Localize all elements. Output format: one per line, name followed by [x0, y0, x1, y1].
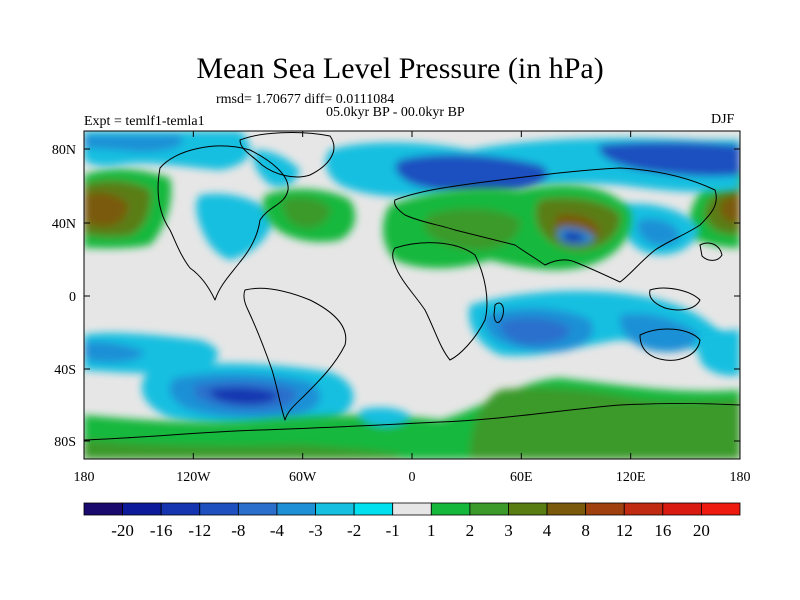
colorbar-swatch — [585, 502, 625, 516]
lat-tick-label: 0 — [69, 290, 76, 305]
lon-tick-label: 120E — [616, 470, 646, 485]
colorbar-label: -8 — [231, 521, 245, 540]
lon-tick-label: 60E — [510, 470, 533, 485]
lat-tick-label: 80N — [52, 143, 76, 158]
indian-ocean-lows — [468, 290, 730, 357]
map-title: Mean Sea Level Pressure (in hPa) — [196, 52, 604, 85]
anomaly-field — [84, 131, 740, 459]
lon-tick-label: 180 — [74, 470, 95, 485]
experiment-label: Expt = temlf1-temla1 — [84, 114, 205, 129]
colorbar-swatch — [160, 502, 201, 516]
colorbar-label: -3 — [308, 521, 322, 540]
colorbar-swatch — [276, 502, 316, 516]
colorbar-swatch — [353, 502, 394, 516]
colorbar: -20 -16 -12 -8 -4 -3 -2 -1 1 2 3 4 8 12 16 20 — [83, 502, 741, 540]
colorbar-label: 4 — [543, 521, 552, 540]
colorbar-label: 8 — [581, 521, 590, 540]
colorbar-label: -16 — [150, 521, 173, 540]
lon-tick-label: 180 — [730, 470, 751, 485]
colorbar-swatch — [199, 502, 239, 516]
colorbar-swatch — [546, 502, 587, 516]
colorbar-swatch — [122, 502, 162, 516]
colorbar-swatch — [237, 502, 278, 516]
colorbar-label: 1 — [427, 521, 436, 540]
colorbar-swatch — [315, 502, 355, 516]
lon-tick-label: 120W — [176, 470, 211, 485]
colorbar-label: 12 — [616, 521, 633, 540]
colorbar-swatch — [701, 502, 741, 516]
colorbar-label: 2 — [466, 521, 475, 540]
period-text: 05.0kyr BP - 00.0kyr BP — [326, 105, 465, 120]
lon-tick-label: 0 — [409, 470, 416, 485]
colorbar-label: 20 — [693, 521, 710, 540]
colorbar-swatch — [623, 502, 664, 516]
colorbar-label: 16 — [654, 521, 671, 540]
colorbar-swatch — [662, 502, 702, 516]
latitude-axis: 80N 40N 0 40S 80S — [52, 143, 740, 450]
longitude-axis: 180 120W 60W 0 60E 120E 180 — [74, 131, 751, 485]
coastlines — [84, 132, 740, 441]
colorbar-label: 3 — [504, 521, 513, 540]
northern-lows — [84, 131, 740, 260]
stats-text: rmsd= 1.70677 diff= 0.0111084 — [216, 92, 395, 107]
lat-tick-label: 80S — [54, 435, 76, 450]
southern-lows — [84, 330, 740, 428]
lat-tick-label: 40S — [54, 363, 76, 378]
lat-tick-label: 40N — [52, 217, 76, 232]
colorbar-swatch — [430, 502, 471, 516]
colorbar-label: -1 — [386, 521, 400, 540]
colorbar-label: -2 — [347, 521, 361, 540]
season-label: DJF — [711, 112, 735, 127]
colorbar-swatch — [469, 502, 509, 516]
colorbar-label: -12 — [188, 521, 211, 540]
colorbar-swatch — [392, 502, 432, 516]
antarctic-high — [84, 378, 740, 459]
colorbar-swatch — [83, 502, 123, 516]
colorbar-swatch — [508, 502, 548, 516]
colorbar-label: -4 — [270, 521, 285, 540]
eurasian-high — [263, 185, 631, 270]
lon-tick-label: 60W — [289, 470, 317, 485]
colorbar-label: -20 — [111, 521, 134, 540]
